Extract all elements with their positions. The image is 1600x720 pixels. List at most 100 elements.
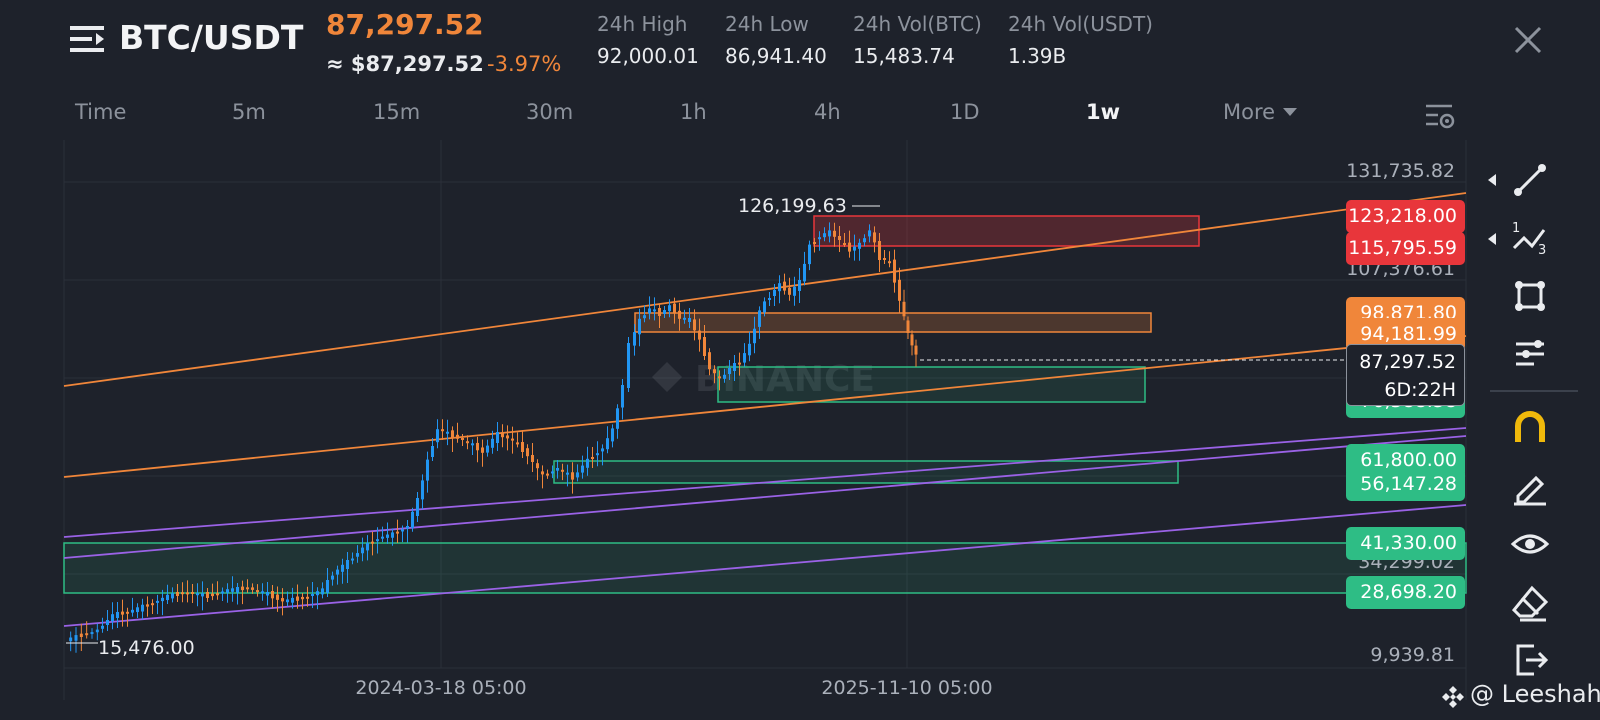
tab-1d[interactable]: 1D: [950, 100, 980, 124]
exchange-watermark: BINANCE: [652, 359, 875, 400]
candle-body: [371, 541, 374, 544]
candle-body: [126, 611, 129, 614]
candle-body: [391, 532, 394, 538]
menu-icon[interactable]: [70, 24, 106, 56]
candle-body: [606, 438, 609, 450]
caret-left-icon[interactable]: [1488, 233, 1496, 245]
candle-body: [703, 337, 706, 356]
candle-body: [481, 447, 484, 453]
x-tick: 2024-03-18 05:00: [355, 677, 526, 699]
candle-body: [536, 463, 539, 469]
tab-1h[interactable]: 1h: [680, 100, 707, 124]
high-annotation: 126,199.63: [738, 195, 880, 217]
resistance-zone: [634, 312, 1152, 333]
pair-title[interactable]: BTC/USDT: [119, 18, 304, 57]
candle-body: [683, 317, 686, 320]
stat-label-24h-vol-btc: 24h Vol(BTC): [853, 12, 982, 36]
candle-body: [648, 308, 651, 314]
candle-body: [141, 604, 144, 612]
candle-body: [456, 434, 459, 439]
eraser-icon[interactable]: [1510, 582, 1550, 622]
chevron-down-icon: [1283, 108, 1298, 116]
candle-body: [658, 308, 661, 316]
candle-body: [466, 441, 469, 444]
candle-body: [191, 592, 194, 594]
candle-body: [431, 446, 434, 457]
channel-purple-mid: [63, 435, 1467, 559]
zones: [63, 215, 1467, 594]
candle-body: [291, 597, 294, 603]
drawing-toolbar: 1 3: [1488, 150, 1600, 690]
caret-left-icon[interactable]: [1488, 174, 1496, 186]
fib-icon[interactable]: 1 3: [1510, 218, 1550, 258]
candle-body: [653, 309, 656, 312]
candle-body: [281, 598, 284, 602]
candle-body: [763, 301, 766, 313]
candle-body: [843, 243, 846, 245]
shapes-icon[interactable]: [1510, 276, 1550, 316]
candle-body: [361, 547, 364, 554]
candle-body: [708, 352, 711, 370]
candle-body: [241, 586, 244, 591]
candle-body: [156, 600, 159, 603]
candle-body: [306, 596, 309, 599]
candle-body: [668, 305, 671, 312]
tab-15m[interactable]: 15m: [373, 100, 421, 124]
candle-body: [491, 438, 494, 448]
candle-body: [316, 591, 319, 596]
indicator-settings-icon[interactable]: [1510, 334, 1550, 374]
candle-body: [436, 429, 439, 443]
candle-body: [616, 408, 619, 429]
candle-body: [556, 468, 559, 471]
candle-body: [798, 280, 801, 291]
stat-value-24h-vol-btc: 15,483.74: [853, 44, 955, 68]
candle-body: [888, 261, 891, 264]
stat-value-24h-high: 92,000.01: [597, 44, 699, 68]
candle-body: [336, 569, 339, 575]
candle-body: [166, 594, 169, 601]
stat-label-24h-vol-usdt: 24h Vol(USDT): [1008, 12, 1153, 36]
candle-body: [311, 594, 314, 596]
tab-30m[interactable]: 30m: [526, 100, 574, 124]
eye-icon[interactable]: [1510, 524, 1550, 564]
tab-5m[interactable]: 5m: [232, 100, 266, 124]
candle-body: [106, 620, 109, 625]
candle-body: [566, 472, 569, 475]
candle-body: [788, 287, 791, 295]
candle-body: [783, 281, 786, 291]
trend-line-icon[interactable]: [1510, 160, 1550, 200]
pen-icon[interactable]: [1510, 466, 1550, 506]
exit-icon[interactable]: [1510, 640, 1550, 680]
candle-body: [206, 592, 209, 598]
candle-body: [848, 242, 851, 252]
candle-body: [753, 328, 756, 344]
candle-body: [743, 353, 746, 363]
candle-body: [196, 593, 199, 596]
candle-body: [321, 588, 324, 595]
current-price-tag: 87,297.52 6D:22H: [1346, 344, 1465, 406]
candle-body: [898, 279, 901, 301]
candle-body: [793, 286, 796, 296]
support-zone: [717, 366, 1146, 403]
tab-4h[interactable]: 4h: [814, 100, 841, 124]
chart-settings-icon[interactable]: [1424, 100, 1456, 132]
price-tag: 41,330.00: [1346, 527, 1465, 560]
candle-body: [621, 385, 624, 408]
candle-body: [246, 587, 249, 590]
candle-body: [638, 318, 641, 335]
candle-body: [688, 318, 691, 322]
toolbar-divider: [1490, 390, 1578, 392]
tab-more[interactable]: More: [1223, 100, 1298, 124]
close-icon[interactable]: [1510, 22, 1546, 58]
tab-time[interactable]: Time: [75, 100, 127, 124]
tab-1w[interactable]: 1w: [1086, 100, 1121, 124]
candle-body: [758, 310, 761, 327]
candle-body: [446, 431, 449, 434]
magnet-icon[interactable]: [1510, 408, 1550, 448]
candle-countdown: 6D:22H: [1384, 379, 1456, 401]
candle-body: [838, 236, 841, 240]
y-tick: 131,735.82: [1346, 160, 1455, 182]
candle-body: [883, 258, 886, 260]
low-annotation: 15,476.00: [66, 637, 195, 659]
svg-text:3: 3: [1538, 243, 1546, 258]
